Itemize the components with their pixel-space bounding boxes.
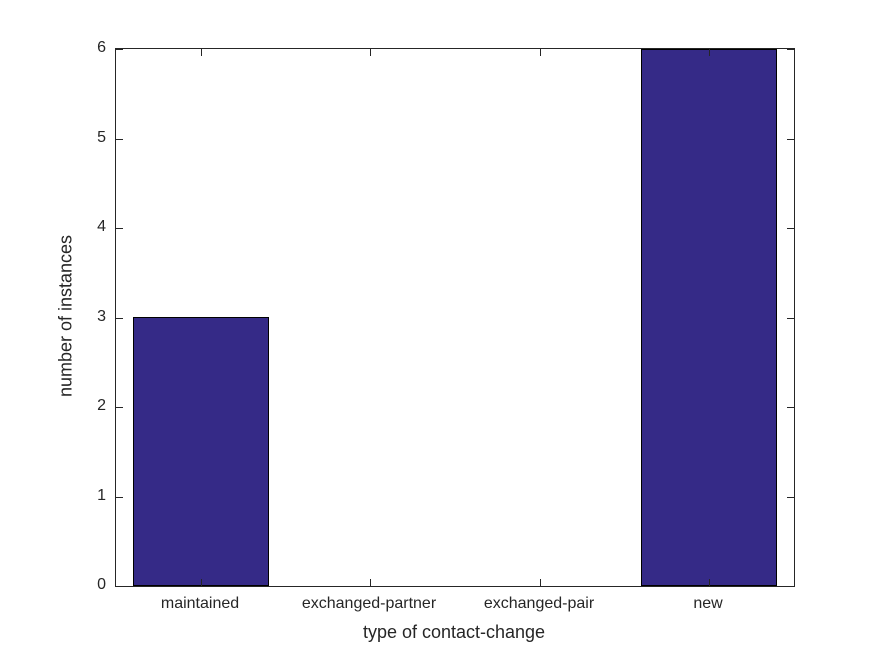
y-tick-label: 3 bbox=[97, 308, 106, 325]
y-tick-right bbox=[787, 49, 794, 50]
y-tick-label: 0 bbox=[97, 576, 106, 593]
y-tick-label: 5 bbox=[97, 129, 106, 146]
x-tick-top bbox=[370, 49, 371, 56]
y-tick-right bbox=[787, 407, 794, 408]
x-tick-label: exchanged-pair bbox=[483, 595, 595, 612]
y-tick-left bbox=[116, 586, 123, 587]
x-tick-bottom bbox=[370, 579, 371, 586]
x-tick-label: maintained bbox=[160, 595, 240, 612]
plot-area bbox=[115, 48, 795, 587]
x-tick-top bbox=[709, 49, 710, 56]
x-tick-top bbox=[540, 49, 541, 56]
y-axis-label: number of instances bbox=[55, 234, 76, 398]
y-tick-left bbox=[116, 139, 123, 140]
y-tick-left bbox=[116, 318, 123, 319]
x-tick-top bbox=[201, 49, 202, 56]
y-tick-label: 2 bbox=[97, 397, 106, 414]
y-tick-right bbox=[787, 318, 794, 319]
bar-new bbox=[641, 49, 777, 586]
x-tick-bottom bbox=[540, 579, 541, 586]
y-tick-right bbox=[787, 139, 794, 140]
y-tick-label: 4 bbox=[97, 218, 106, 235]
x-tick-label: exchanged-partner bbox=[301, 595, 437, 612]
y-tick-left bbox=[116, 49, 123, 50]
y-tick-right bbox=[787, 586, 794, 587]
y-tick-label: 1 bbox=[97, 487, 106, 504]
y-tick-left bbox=[116, 407, 123, 408]
x-tick-bottom bbox=[201, 579, 202, 586]
x-axis-label: type of contact-change bbox=[362, 622, 546, 642]
y-tick-right bbox=[787, 497, 794, 498]
y-tick-right bbox=[787, 228, 794, 229]
y-tick-left bbox=[116, 228, 123, 229]
x-tick-label: new bbox=[693, 595, 723, 612]
y-tick-left bbox=[116, 497, 123, 498]
x-tick-bottom bbox=[709, 579, 710, 586]
bar-maintained bbox=[133, 317, 269, 586]
y-tick-label: 6 bbox=[97, 39, 106, 56]
